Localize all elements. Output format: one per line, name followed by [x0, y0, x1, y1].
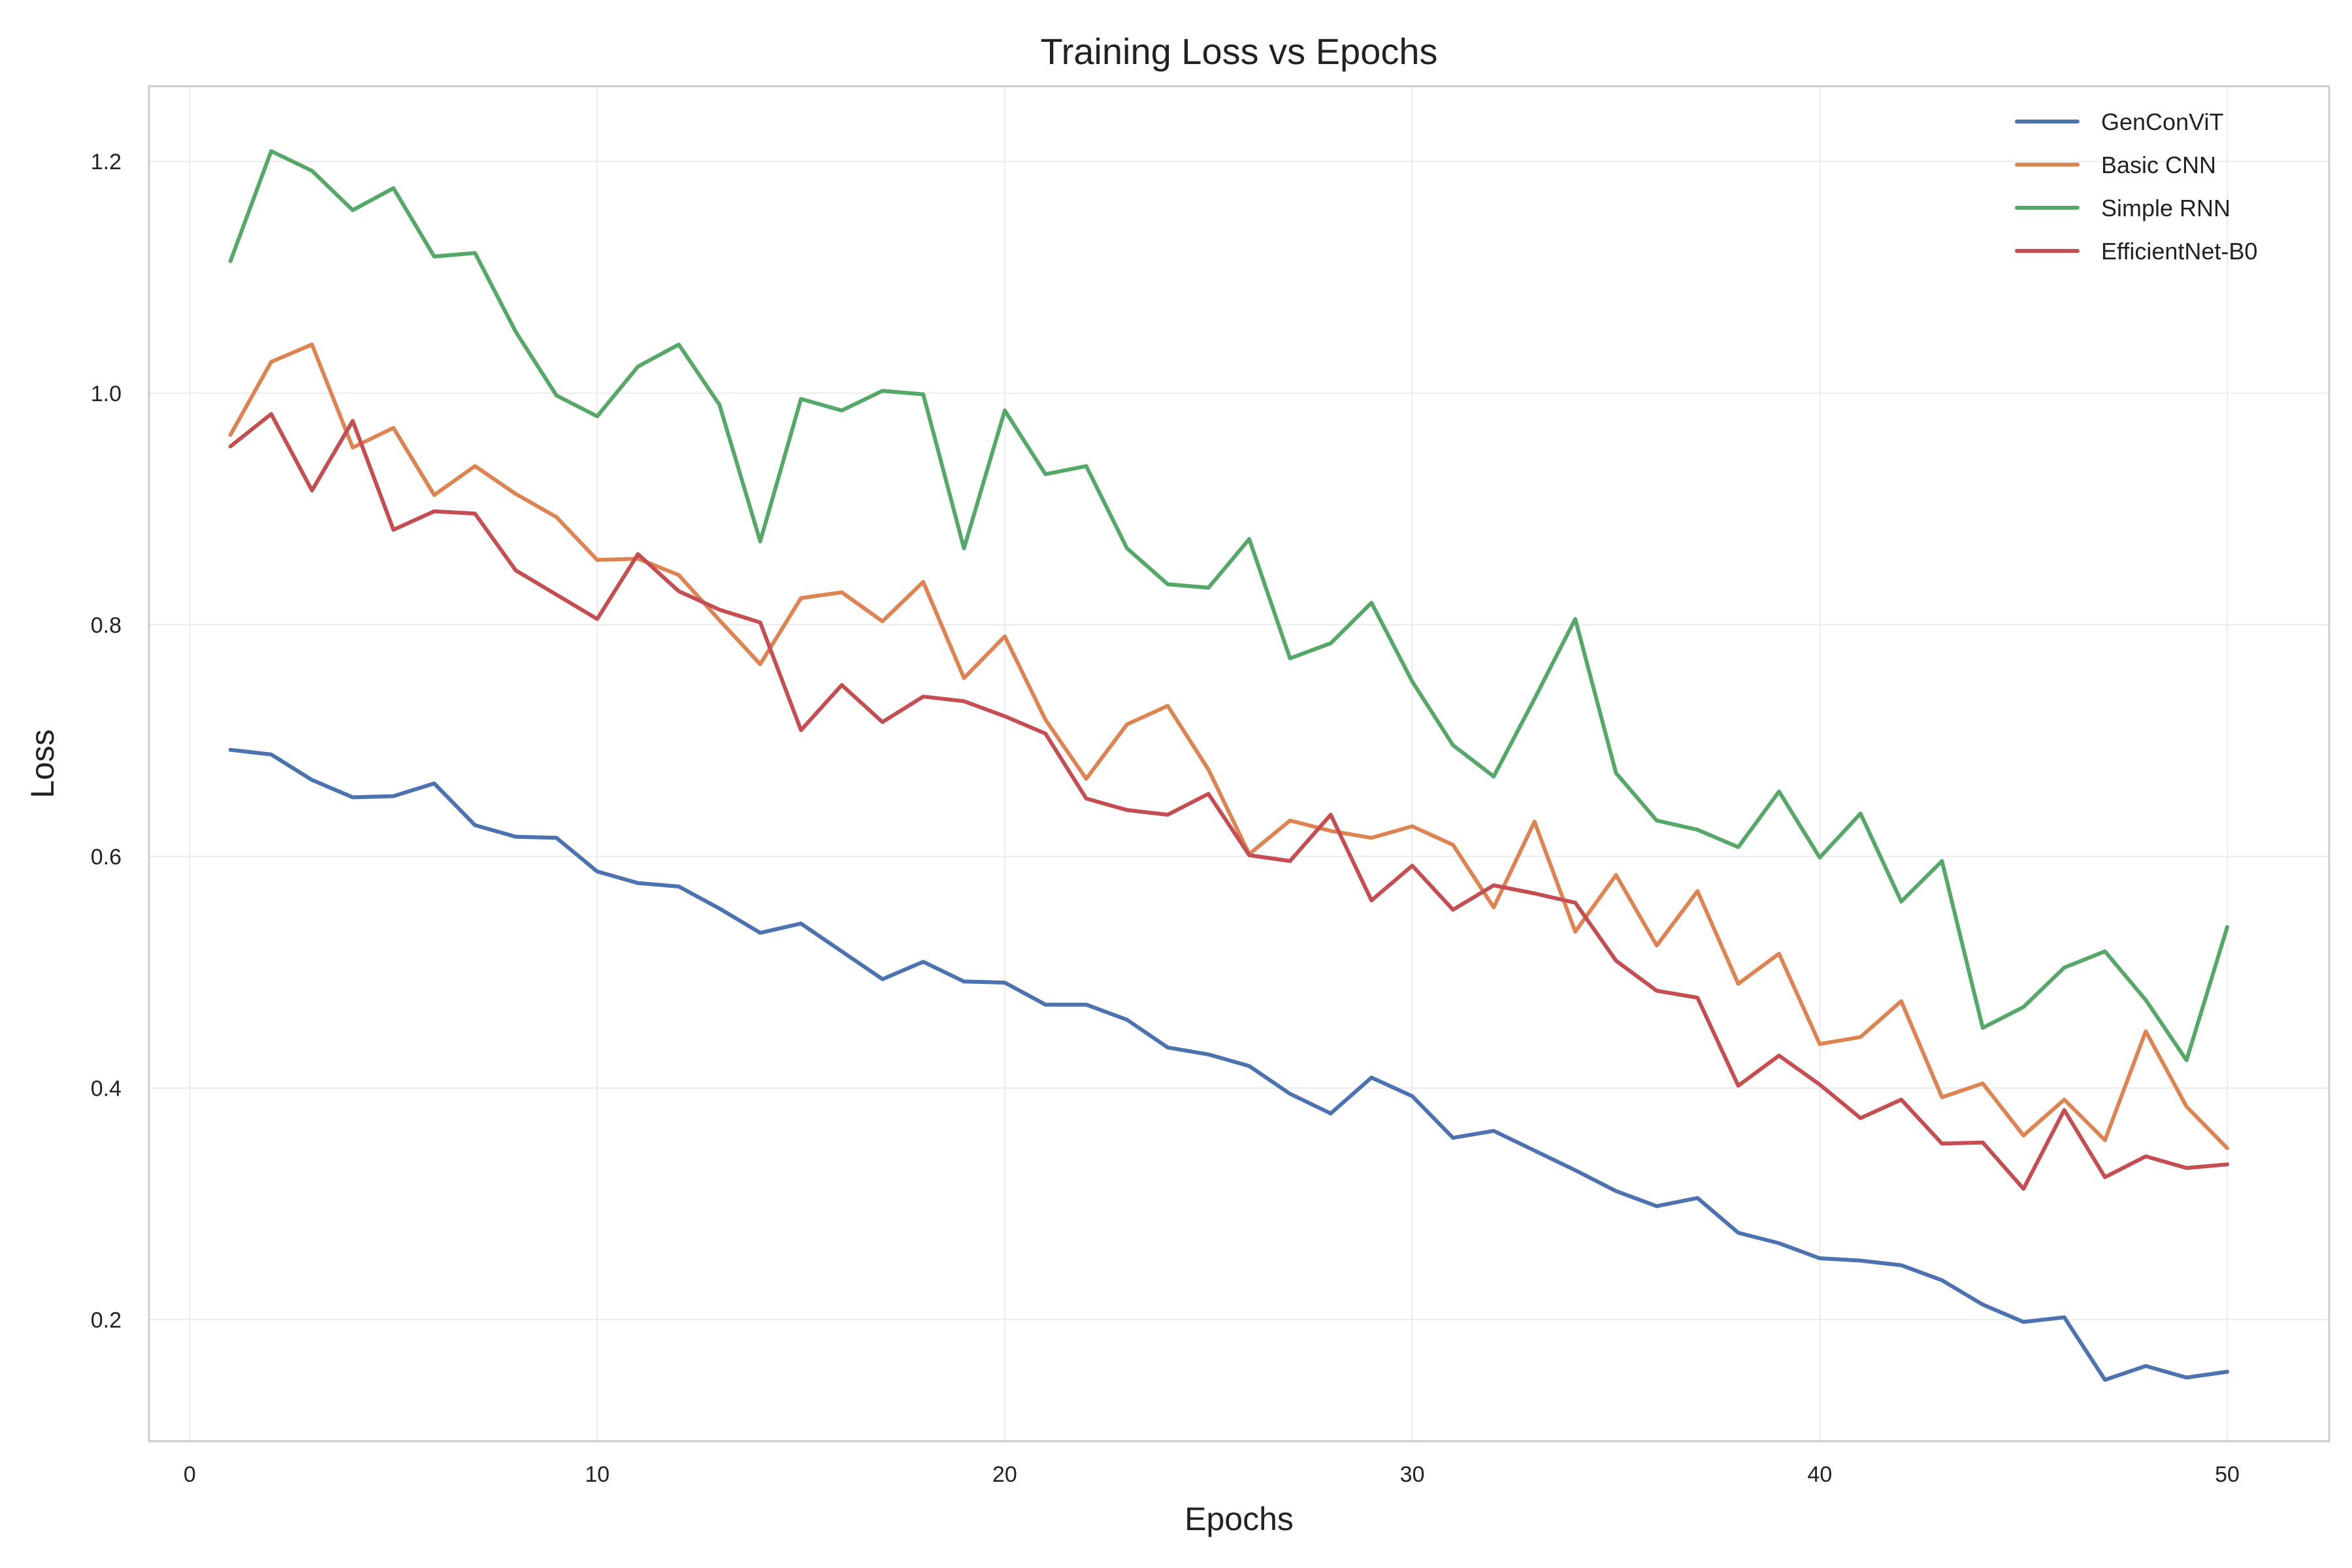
x-tick-labels: 0 10 20 30 40 50	[184, 1462, 2240, 1487]
legend-item: Basic CNN	[2015, 152, 2216, 178]
legend-item: EfficientNet-B0	[2015, 238, 2257, 265]
grid-lines	[149, 86, 2329, 1441]
x-axis-label: Epochs	[1184, 1501, 1294, 1537]
legend-label: Basic CNN	[2101, 152, 2216, 178]
y-tick-labels: 0.2 0.4 0.6 0.8 1.0 1.2	[91, 150, 122, 1333]
legend: GenConViT Basic CNN Simple RNN EfficientNet…	[2015, 108, 2257, 265]
plot-frame	[148, 85, 2330, 1443]
y-axis-label: Loss	[24, 729, 61, 798]
series-line-genconvit	[228, 747, 2230, 1382]
y-tick-label: 0.6	[91, 845, 122, 870]
x-tick-label: 40	[1807, 1462, 1832, 1487]
chart-title: Training Loss vs Epochs	[1041, 31, 1438, 72]
legend-label: GenConViT	[2101, 108, 2223, 135]
y-tick-label: 0.8	[91, 613, 122, 638]
x-tick-label: 30	[1400, 1462, 1425, 1487]
series-line-efficientnet-b0	[228, 412, 2230, 1191]
series-line-simple-rnn	[228, 149, 2230, 1062]
legend-label: EfficientNet-B0	[2101, 238, 2257, 265]
x-tick-label: 10	[585, 1462, 610, 1487]
x-tick-label: 0	[184, 1462, 196, 1487]
x-tick-label: 20	[992, 1462, 1017, 1487]
series-line-basic-cnn	[228, 342, 2230, 1151]
x-tick-label: 50	[2215, 1462, 2240, 1487]
series-lines	[228, 149, 2230, 1382]
legend-label: Simple RNN	[2101, 195, 2230, 221]
y-tick-label: 1.2	[91, 150, 122, 174]
y-tick-label: 1.0	[91, 382, 122, 406]
y-tick-label: 0.4	[91, 1076, 122, 1101]
legend-item: Simple RNN	[2015, 195, 2230, 221]
legend-item: GenConViT	[2015, 108, 2223, 135]
y-tick-label: 0.2	[91, 1308, 122, 1333]
